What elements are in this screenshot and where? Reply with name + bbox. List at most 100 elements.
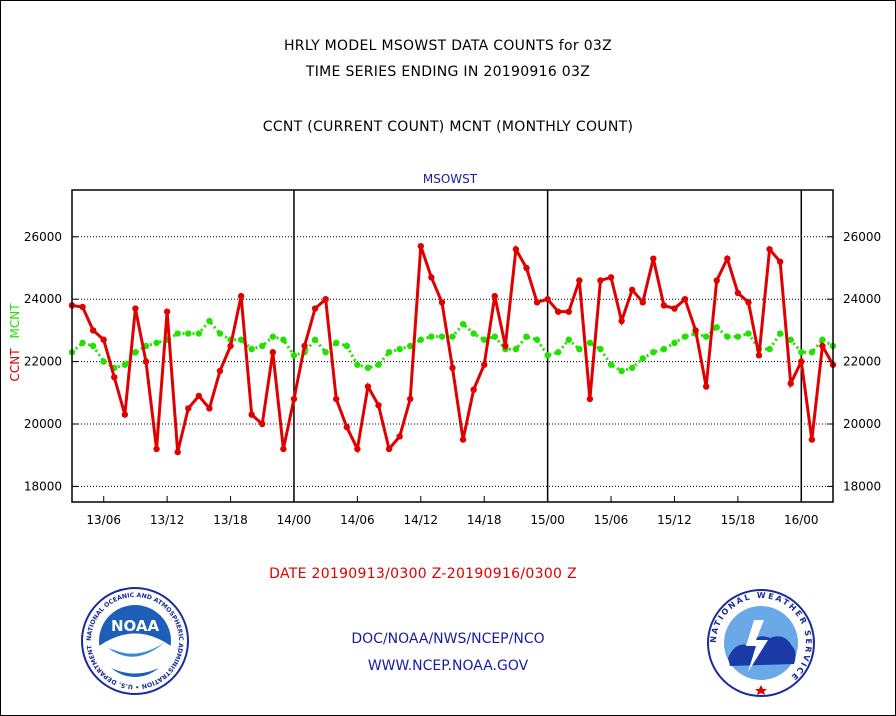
point-mcnt <box>438 333 446 340</box>
point-mcnt <box>660 345 668 353</box>
point-ccnt <box>491 292 498 300</box>
point-ccnt <box>586 395 594 403</box>
grid-layer <box>72 190 833 502</box>
point-ccnt <box>322 296 329 303</box>
x-tick-label: 15/00 <box>530 513 565 527</box>
point-ccnt <box>650 255 657 262</box>
point-mcnt <box>618 367 625 375</box>
y-tick-label-left: 24000 <box>24 292 62 306</box>
point-ccnt <box>512 246 520 253</box>
point-mcnt <box>195 330 203 337</box>
page-subtitle: TIME SERIES ENDING IN 20190916 03Z <box>305 64 591 80</box>
point-mcnt <box>776 330 784 337</box>
series-line-ccnt <box>71 244 835 454</box>
point-ccnt <box>766 246 773 253</box>
x-tick-label: 13/06 <box>86 513 121 527</box>
point-ccnt <box>660 302 668 309</box>
point-ccnt <box>396 433 403 440</box>
axis-layer: 18000 18000 20000 20000 22000 22000 24000 24000… <box>24 230 881 527</box>
point-ccnt <box>248 411 255 418</box>
noaa-logo: NOAA NATIONAL OCEANIC AND ATMOSPHERIC AD… <box>80 586 189 695</box>
point-ccnt <box>702 383 710 390</box>
point-ccnt <box>185 405 192 412</box>
y-tick-label-left: 20000 <box>24 417 62 431</box>
point-ccnt <box>385 445 393 453</box>
point-mcnt <box>819 336 826 343</box>
x-tick-label: 14/00 <box>277 513 312 527</box>
x-tick-label: 14/06 <box>340 513 375 527</box>
point-mcnt <box>174 330 181 337</box>
point-mcnt <box>428 333 435 340</box>
point-ccnt <box>428 274 435 281</box>
point-ccnt <box>269 349 277 356</box>
point-mcnt <box>364 364 372 372</box>
point-ccnt <box>681 296 689 303</box>
point-ccnt <box>481 361 488 368</box>
point-mcnt <box>544 352 551 359</box>
point-mcnt <box>100 358 107 365</box>
point-ccnt <box>724 255 731 262</box>
point-mcnt <box>237 336 245 343</box>
point-mcnt <box>724 333 731 340</box>
point-mcnt <box>280 336 287 343</box>
point-ccnt <box>523 264 530 272</box>
x-tick-label: 14/12 <box>403 513 438 527</box>
point-ccnt <box>597 277 604 284</box>
y-tick-label-right: 26000 <box>843 230 881 244</box>
x-tick-label: 15/06 <box>594 513 629 527</box>
point-ccnt <box>565 308 572 315</box>
point-ccnt <box>121 411 129 418</box>
point-mcnt <box>449 333 456 340</box>
point-ccnt <box>280 445 287 453</box>
point-ccnt <box>364 383 372 390</box>
point-ccnt <box>163 308 171 315</box>
point-mcnt <box>333 339 340 347</box>
point-ccnt <box>438 299 446 306</box>
point-mcnt <box>565 336 572 343</box>
series-description: CCNT (CURRENT COUNT) MCNT (MONTHLY COUNT… <box>262 119 634 135</box>
point-mcnt <box>343 342 351 350</box>
point-mcnt <box>554 349 562 356</box>
point-ccnt <box>311 305 319 312</box>
point-mcnt <box>787 336 794 343</box>
x-tick-label: 14/18 <box>467 513 502 527</box>
point-mcnt <box>375 361 382 368</box>
point-ccnt <box>343 423 351 431</box>
point-mcnt <box>734 333 742 340</box>
y-tick-label-left: 18000 <box>24 479 62 493</box>
point-mcnt <box>206 317 213 325</box>
y-tick-label-right: 20000 <box>843 417 881 431</box>
point-ccnt <box>132 305 139 312</box>
point-ccnt <box>798 358 805 365</box>
point-mcnt <box>713 324 720 331</box>
point-mcnt <box>533 336 541 343</box>
plot-title: MSOWST <box>423 172 478 186</box>
point-mcnt <box>639 355 646 362</box>
website-link[interactable]: WWW.NCEP.NOAA.GOV <box>367 658 529 674</box>
point-mcnt <box>121 361 129 368</box>
point-mcnt <box>407 342 414 350</box>
point-ccnt <box>195 392 203 400</box>
point-ccnt <box>607 274 615 281</box>
point-mcnt <box>259 342 266 350</box>
point-ccnt <box>544 296 551 303</box>
point-ccnt <box>290 395 298 403</box>
point-ccnt <box>554 308 562 315</box>
point-ccnt <box>618 317 625 325</box>
point-mcnt <box>512 345 520 353</box>
point-ccnt <box>755 352 763 359</box>
point-mcnt <box>766 345 773 353</box>
point-mcnt <box>132 349 139 356</box>
point-ccnt <box>819 342 826 350</box>
series-layer <box>68 242 837 456</box>
point-ccnt <box>89 327 97 334</box>
point-ccnt <box>259 420 266 428</box>
point-mcnt <box>702 333 710 340</box>
point-ccnt <box>639 299 646 306</box>
point-mcnt <box>354 361 361 368</box>
point-mcnt <box>89 342 97 350</box>
point-mcnt <box>481 336 488 343</box>
point-ccnt <box>417 242 424 250</box>
point-ccnt <box>227 342 234 350</box>
